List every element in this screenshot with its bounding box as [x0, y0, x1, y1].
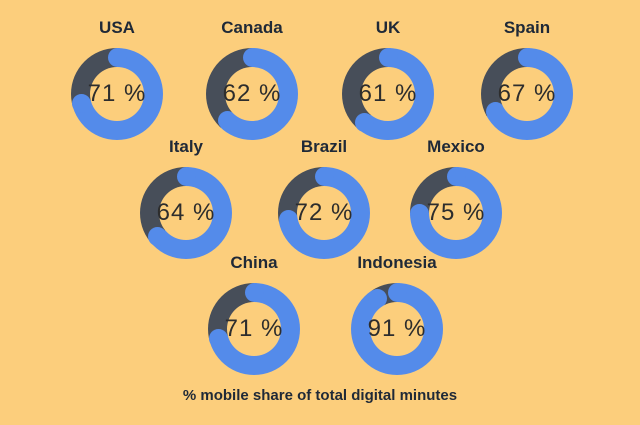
donut-hole — [225, 67, 279, 121]
donut-hole — [90, 67, 144, 121]
arc-cap — [176, 167, 196, 186]
donut-country-label: Italy — [168, 137, 204, 156]
donut-chart-brazil: Brazil 72 % — [269, 135, 379, 259]
donut-hole — [500, 67, 554, 121]
arc-cap — [148, 226, 168, 246]
donut-country-label: Mexico — [427, 137, 485, 156]
donut-value-label: 91 % — [367, 315, 427, 342]
donut-value-label: 71 % — [87, 80, 147, 107]
donut-hole — [361, 67, 415, 121]
donut-ring: 71 % — [208, 283, 300, 375]
donut-hole — [429, 186, 483, 240]
donut-ring: 71 % — [71, 48, 163, 140]
donut-country-label: Canada — [221, 18, 283, 37]
donut-hole — [227, 302, 281, 356]
donut-value-label: 71 % — [224, 315, 284, 342]
donut-country-label: UK — [375, 18, 401, 37]
donut-ring: 67 % — [481, 48, 573, 140]
arc-cap — [314, 167, 334, 186]
donut-ring: 62 % — [206, 48, 298, 140]
donut-hole — [297, 186, 351, 240]
chart-caption: % mobile share of total digital minutes — [182, 387, 458, 404]
arc-cap — [217, 111, 237, 131]
donut-value-label: 64 % — [156, 199, 216, 226]
donut-chart-canada: Canada 62 % — [197, 16, 307, 140]
arc-cap — [378, 48, 398, 67]
arc-cap — [278, 210, 298, 230]
donut-ring: 75 % — [410, 167, 502, 259]
arc-cap — [244, 283, 264, 302]
donut-country-label: USA — [99, 18, 135, 37]
donut-value-label: 61 % — [358, 80, 418, 107]
donut-country-label: Indonesia — [357, 253, 437, 272]
arc-cap — [387, 283, 407, 302]
arc-cap — [355, 112, 375, 132]
donut-chart-spain: Spain 67 % — [472, 16, 582, 140]
donut-ring: 91 % — [351, 283, 443, 375]
arc-cap — [485, 102, 505, 122]
arc-cap — [446, 167, 466, 186]
arc-cap — [107, 48, 127, 67]
donut-chart-usa: USA 71 % — [62, 16, 172, 140]
donut-country-label: Spain — [503, 18, 551, 37]
donut-hole — [159, 186, 213, 240]
donut-country-label: Brazil — [300, 137, 348, 156]
donut-chart-uk: UK 61 % — [333, 16, 443, 140]
arc-cap — [367, 288, 387, 308]
donut-ring: 61 % — [342, 48, 434, 140]
donut-value-label: 75 % — [426, 199, 486, 226]
donut-ring: 64 % — [140, 167, 232, 259]
donut-ring: 72 % — [278, 167, 370, 259]
donut-country-label: China — [230, 253, 278, 272]
arc-cap — [517, 48, 537, 67]
donut-value-label: 62 % — [222, 80, 282, 107]
arc-cap — [209, 328, 229, 348]
arc-cap — [242, 48, 262, 67]
donut-value-label: 67 % — [497, 80, 557, 107]
donut-hole — [370, 302, 424, 356]
donut-chart-indonesia: Indonesia 91 % — [342, 251, 452, 375]
arc-cap — [72, 93, 92, 113]
donut-value-label: 72 % — [294, 199, 354, 226]
donut-chart-mexico: Mexico 75 % — [401, 135, 511, 259]
donut-chart-italy: Italy 64 % — [131, 135, 241, 259]
donut-chart-china: China 71 % — [199, 251, 309, 375]
arc-cap — [410, 203, 429, 223]
